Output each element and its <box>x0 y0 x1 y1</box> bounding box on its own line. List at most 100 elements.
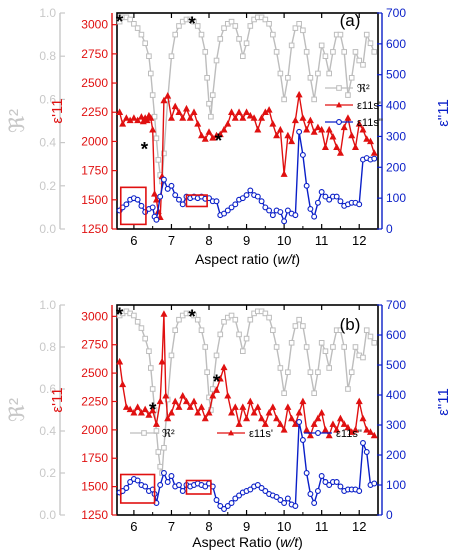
r2-point <box>303 344 310 350</box>
imag-point <box>202 483 209 490</box>
real-tick-label: 1500 <box>81 480 108 494</box>
r2-point <box>217 331 224 338</box>
real-point <box>167 114 175 121</box>
x-tick-label: 6 <box>130 519 137 534</box>
imag-tick-label: 600 <box>386 328 406 342</box>
real-point <box>158 357 166 365</box>
r2-tick-label: 0.6 <box>39 92 56 106</box>
r2-point <box>217 36 224 42</box>
imag-point <box>160 470 167 476</box>
r2-point <box>273 344 280 350</box>
r2-point <box>194 23 201 29</box>
r2-point <box>352 49 359 55</box>
r2-point <box>348 75 355 81</box>
imag-point <box>273 494 280 500</box>
real-point <box>306 431 314 439</box>
r2-point <box>243 40 250 47</box>
r2-point <box>318 340 325 346</box>
imag-point <box>134 477 141 484</box>
r2-tick-label: 0.0 <box>39 508 56 522</box>
real-point <box>186 114 194 121</box>
x-tick-label: 10 <box>277 519 291 534</box>
real-point <box>273 414 281 422</box>
real-tick-label: 1750 <box>81 164 108 178</box>
r2-tick-label: 0.0 <box>39 222 56 236</box>
imag-point <box>281 500 288 506</box>
real-point <box>149 125 157 133</box>
real-tick-label: 2250 <box>81 105 108 119</box>
real-point <box>197 403 205 410</box>
legend-r2-marker <box>336 85 342 91</box>
r2-point <box>232 316 239 323</box>
imag-point <box>236 492 243 499</box>
real-point <box>162 391 170 399</box>
imag-tick-label: 400 <box>386 99 406 113</box>
real-point <box>280 426 288 433</box>
real-point <box>280 170 288 177</box>
r2-point <box>131 312 137 319</box>
r2-point <box>311 390 317 396</box>
real-point <box>366 428 374 435</box>
r2-point <box>131 21 137 27</box>
r2-tick-label: 0.6 <box>39 382 56 396</box>
real-point <box>119 120 127 127</box>
r2-point <box>176 23 182 29</box>
r2-point <box>277 70 284 77</box>
real-point <box>325 431 333 439</box>
r2-point <box>172 31 179 38</box>
imag-point <box>217 503 224 509</box>
x-tick-label: 11 <box>315 519 329 534</box>
real-point <box>284 403 292 410</box>
imag-point <box>266 207 273 214</box>
r2-point <box>318 42 325 49</box>
r2-point <box>204 75 210 81</box>
r2-point <box>277 365 284 371</box>
imag-axis-label: ε"11 <box>435 99 452 127</box>
r2-point <box>288 340 295 346</box>
r2-point <box>326 70 332 77</box>
real-point <box>314 123 322 131</box>
r2-point <box>149 386 156 392</box>
r2-point <box>303 49 310 55</box>
r2-point <box>236 36 242 42</box>
real-point <box>151 190 159 197</box>
star-marker: * <box>215 131 223 152</box>
imag-point <box>314 199 321 206</box>
r2-point <box>221 319 227 325</box>
r2-point <box>191 312 197 319</box>
imag-point <box>149 204 156 211</box>
imag-point <box>318 473 325 479</box>
r2-point <box>134 25 141 31</box>
imag-tick-label: 500 <box>386 68 406 82</box>
imag-point <box>247 187 254 194</box>
real-point <box>336 149 344 156</box>
real-axis-label: ε'11 <box>49 387 66 412</box>
imag-point <box>307 491 314 497</box>
real-tick-label: 1250 <box>81 508 108 522</box>
imag-point <box>299 151 306 158</box>
r2-point <box>345 92 351 98</box>
plot-frame <box>116 304 379 516</box>
r2-point <box>337 327 344 333</box>
imag-point <box>333 479 340 485</box>
r2-point <box>204 369 210 375</box>
imag-point <box>224 503 231 509</box>
real-point <box>126 405 134 413</box>
r2-point <box>161 445 167 451</box>
r2-tick-label: 0.8 <box>39 340 56 354</box>
imag-point <box>179 488 186 494</box>
imag-tick-label: 700 <box>386 298 406 312</box>
real-point <box>231 403 239 410</box>
imag-point <box>247 486 254 493</box>
r2-point <box>176 316 182 323</box>
star-marker: * <box>149 400 157 421</box>
r2-point <box>352 344 359 350</box>
imag-point <box>176 482 182 488</box>
real-point <box>355 397 363 405</box>
r2-point <box>371 49 378 55</box>
real-point <box>359 125 367 133</box>
real-point <box>288 414 296 422</box>
real-point <box>182 397 190 405</box>
real-point <box>314 414 322 422</box>
real-point <box>228 409 236 416</box>
